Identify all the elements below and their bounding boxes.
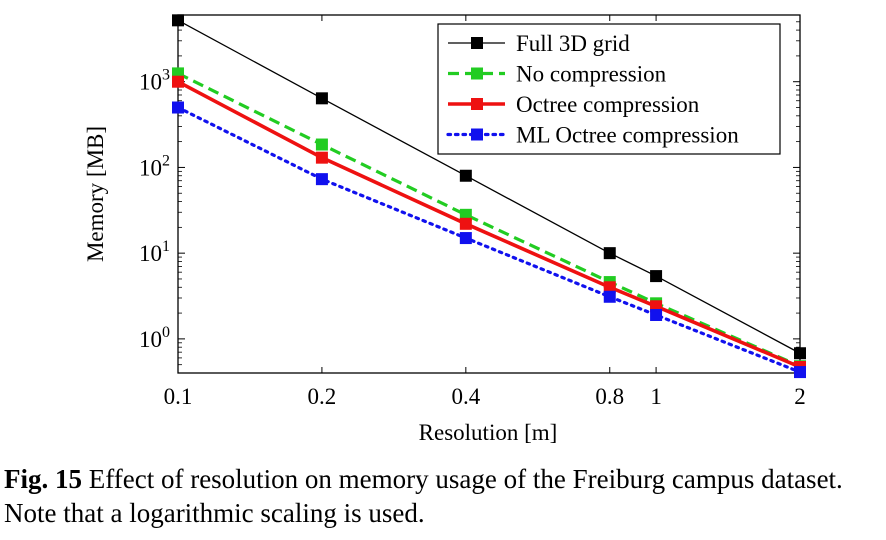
- legend-marker: [471, 98, 483, 110]
- x-tick-label: 0.4: [451, 384, 480, 409]
- x-tick-label: 0.8: [595, 384, 624, 409]
- data-point: [172, 75, 184, 88]
- ticks: 0.1 0.2 0.4 0.8 1 2 100 101 102 103: [139, 14, 806, 409]
- data-point: [650, 308, 663, 321]
- plot-frame: [177, 14, 801, 374]
- data-point: [459, 217, 472, 230]
- legend-label: No compression: [516, 62, 667, 87]
- data-point: [459, 232, 472, 245]
- caption-label: Fig. 15: [4, 464, 82, 494]
- data-point: [315, 151, 328, 164]
- data-point: [315, 138, 328, 151]
- data-point: [650, 270, 663, 283]
- y-axis-label: Memory [MB]: [83, 126, 108, 262]
- memory-resolution-chart: 0.1 0.2 0.4 0.8 1 2 100 101 102 103 Full 3D grid N…: [83, 14, 806, 445]
- series-line: [176, 105, 802, 374]
- data-point: [603, 281, 616, 294]
- chart-area: 0.1 0.2 0.4 0.8 1 2 100 101 102 103 Full 3D grid N…: [83, 14, 806, 445]
- series-line: [177, 19, 801, 354]
- data-point: [794, 366, 806, 379]
- series-line: [177, 71, 801, 368]
- data-point: [172, 101, 184, 114]
- data-point: [603, 247, 616, 260]
- figure-caption: Fig. 15 Effect of resolution on memory u…: [4, 462, 884, 530]
- x-axis-label: Resolution [m]: [419, 420, 558, 445]
- caption-text: Effect of resolution on memory usage of …: [4, 464, 843, 528]
- series: [172, 14, 806, 379]
- data-point: [794, 347, 806, 360]
- legend-marker: [471, 67, 483, 80]
- x-tick-label: 1: [650, 384, 662, 409]
- data-point: [172, 14, 184, 27]
- series-line: [177, 80, 801, 369]
- y-tick-label: 102: [139, 152, 170, 180]
- data-point: [315, 173, 328, 186]
- axes: [177, 14, 801, 374]
- legend-label: ML Octree compression: [516, 123, 739, 148]
- x-tick-label: 0.1: [164, 384, 193, 409]
- legend-label: Octree compression: [516, 92, 700, 117]
- x-tick-label: 2: [794, 384, 806, 409]
- legend-marker: [471, 128, 483, 141]
- data-point: [603, 290, 616, 303]
- legend-marker: [471, 37, 483, 49]
- x-tick-label: 0.2: [308, 384, 337, 409]
- y-tick-label: 103: [139, 67, 170, 95]
- legend: Full 3D grid No compression Octree compres…: [437, 23, 781, 155]
- legend-box: [437, 23, 781, 155]
- y-tick-label: 101: [139, 238, 170, 266]
- y-tick-label: 100: [139, 324, 170, 352]
- legend-label: Full 3D grid: [516, 31, 630, 56]
- data-point: [315, 92, 328, 105]
- data-point: [459, 169, 472, 182]
